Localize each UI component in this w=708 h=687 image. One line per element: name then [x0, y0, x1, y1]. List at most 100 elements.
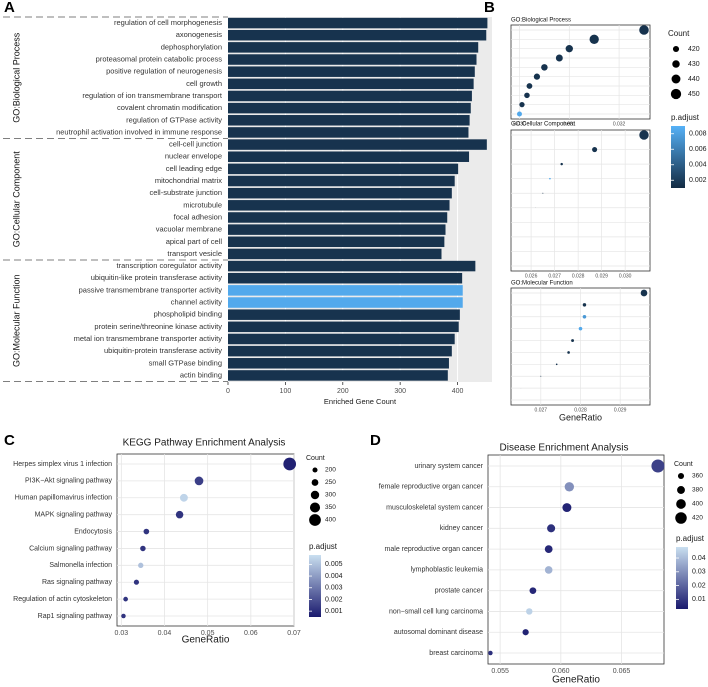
a-category-label: cell-cell junction: [169, 140, 222, 149]
d-color-tick-label: 0.01: [692, 596, 706, 603]
b-x-tick-label: 0.029: [614, 407, 627, 413]
a-bar: [228, 127, 469, 138]
d-x-tick-label: 0.065: [613, 668, 631, 675]
a-plot-background: [228, 17, 492, 382]
c-category-label: Salmonella infection: [49, 562, 112, 569]
c-size-key: [310, 490, 320, 500]
c-color-tick-label: 0.003: [325, 585, 343, 592]
a-category-label: regulation of cell morphogenesis: [114, 18, 222, 27]
b-x-tick-label: 0.030: [513, 121, 526, 127]
b-point: [565, 44, 573, 53]
d-color-tick-label: 0.03: [692, 569, 706, 576]
c-size-label: 200: [325, 467, 336, 474]
a-category-label: neutrophil activation involved in immune…: [56, 127, 222, 136]
d-size-label: 380: [692, 487, 703, 494]
c-category-label: PI3K−Akt signaling pathway: [25, 478, 112, 485]
a-category-label: microtubule: [183, 200, 222, 209]
c-size-label: 350: [325, 504, 336, 511]
a-x-tick-label: 0: [226, 388, 230, 395]
a-group-label: GO:Cellular Component: [11, 151, 21, 248]
b-point: [582, 314, 587, 319]
c-color-tick-label: 0.005: [325, 561, 343, 568]
a-category-label: positive regulation of neurogenesis: [106, 67, 222, 76]
a-category-label: mitochondrial matrix: [155, 176, 222, 185]
b-point: [578, 326, 583, 331]
a-category-label: small GTPase binding: [149, 358, 222, 367]
a-bar: [228, 42, 479, 53]
b-color-tick-label: 0.008: [689, 131, 707, 138]
d-point: [529, 587, 537, 595]
c-x-axis-title: GeneRatio: [182, 635, 230, 646]
a-category-label: regulation of GTPase activity: [126, 115, 222, 124]
d-category-label: urinary system cancer: [415, 463, 484, 470]
d-color-title: p.adjust: [676, 534, 705, 543]
b-point: [639, 130, 649, 140]
b-point: [560, 162, 563, 166]
b-point: [526, 83, 533, 89]
d-size-title: Count: [674, 461, 693, 468]
d-color-tick-label: 0.04: [692, 555, 706, 562]
a-bar: [228, 212, 448, 223]
c-category-label: Endocytosis: [74, 528, 112, 535]
a-bar: [228, 200, 450, 211]
b-size-key: [670, 88, 682, 100]
d-category-label: male reproductive organ cancer: [385, 546, 484, 553]
b-point: [542, 192, 544, 194]
b-x-tick-label: 0.031: [563, 121, 576, 127]
a-x-tick-label: 100: [280, 388, 292, 395]
a-category-label: dephosphorylation: [161, 42, 222, 51]
c-size-label: 300: [325, 492, 336, 499]
a-x-tick-label: 200: [337, 388, 349, 395]
b-point: [533, 73, 541, 80]
c-size-title: Count: [306, 455, 325, 462]
a-bar: [228, 358, 449, 369]
c-title: KEGG Pathway Enrichment Analysis: [123, 438, 286, 449]
b-facet-panel: [510, 24, 651, 120]
a-category-label: cell leading edge: [166, 164, 222, 173]
a-category-label: vacuolar membrane: [156, 225, 222, 234]
b-point: [524, 92, 530, 99]
b-color-tick-label: 0.004: [689, 162, 707, 169]
d-point: [526, 608, 533, 615]
a-bar: [228, 224, 446, 235]
c-size-key: [312, 467, 318, 473]
d-size-key: [677, 486, 685, 494]
d-category-label: lymphoblastic leukemia: [411, 567, 483, 574]
a-bar: [228, 17, 488, 29]
c-point: [194, 476, 204, 486]
a-bar: [228, 297, 463, 308]
c-point: [283, 457, 297, 471]
panel-letter-d: D: [370, 432, 381, 449]
a-category-label: proteasomal protein catabolic process: [96, 55, 223, 64]
a-category-label: nuclear envelope: [165, 152, 222, 161]
a-category-label: focal adhesion: [174, 212, 222, 221]
b-x-tick-label: 0.029: [595, 273, 608, 279]
b-point: [540, 375, 542, 377]
c-point: [179, 493, 188, 502]
a-category-label: passive transmembrane transporter activi…: [79, 285, 223, 294]
a-x-tick-label: 400: [452, 388, 464, 395]
b-point: [567, 351, 570, 354]
a-bar: [228, 78, 474, 90]
panel-letter-a: A: [4, 0, 15, 16]
c-size-key: [309, 502, 321, 513]
a-category-label: cell-substrate junction: [149, 188, 222, 197]
a-bar: [228, 102, 471, 114]
b-color-title: p.adjust: [671, 113, 700, 122]
a-bar: [228, 236, 445, 248]
d-category-label: prostate cancer: [435, 588, 484, 595]
a-x-axis-title: Enriched Gene Count: [324, 397, 397, 406]
c-color-tick-label: 0.001: [325, 608, 343, 615]
b-size-key: [672, 60, 680, 68]
b-size-key: [671, 74, 681, 84]
a-group-label: GO:Biological Process: [11, 32, 21, 123]
c-category-label: Rap1 signaling pathway: [38, 613, 113, 620]
b-color-bar: [671, 126, 685, 188]
b-point: [555, 363, 558, 366]
c-color-bar: [309, 555, 321, 617]
b-point: [582, 303, 587, 307]
a-bar: [228, 139, 487, 150]
b-size-title: Count: [668, 29, 690, 38]
c-point: [138, 562, 144, 568]
